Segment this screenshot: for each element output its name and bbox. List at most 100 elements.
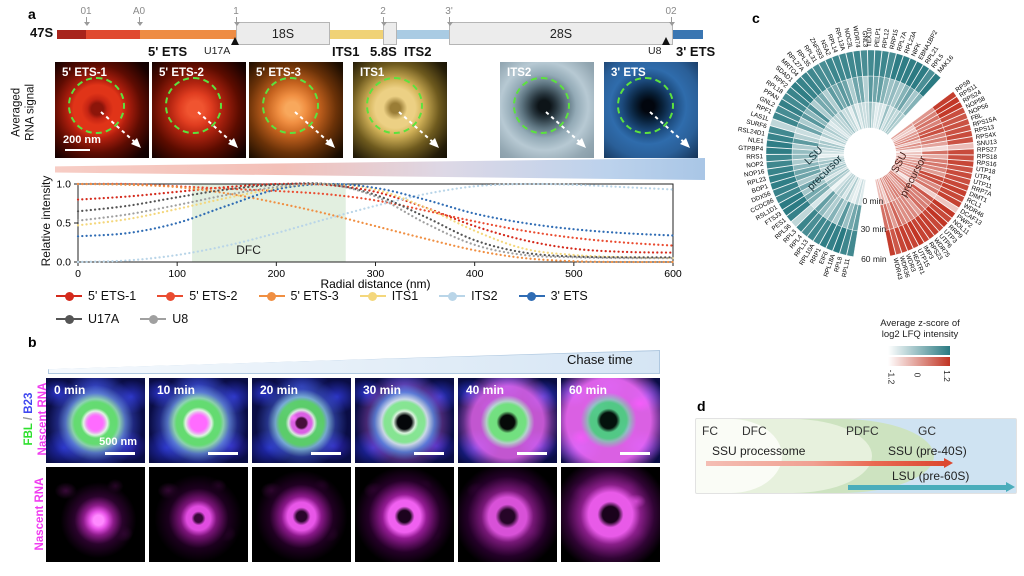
svg-text:500: 500 <box>565 268 583 280</box>
nascent-rna-tile-20 min <box>252 467 351 562</box>
cell-WDR3-60 min <box>893 226 908 254</box>
gene-label-RSL24D1: RSL24D1 <box>737 126 766 138</box>
site-marker-arrow <box>233 22 240 26</box>
series-3' ETS <box>76 182 675 238</box>
scalebar <box>208 452 238 455</box>
cell-NIFK-60 min <box>900 57 917 85</box>
legend-marker <box>518 291 545 301</box>
cell-DDX56-60 min <box>772 181 800 198</box>
nascent-rna-image <box>149 467 248 562</box>
ssu-processome-label: SSU processome <box>712 444 806 458</box>
svg-text:0: 0 <box>75 268 81 280</box>
gene-label-RPS13: RPS13 <box>974 124 995 135</box>
panel-d-label: d <box>697 398 706 414</box>
its2-seg <box>397 30 449 39</box>
rrna-box-5.8S <box>383 22 397 45</box>
cell-NSA2-60 min <box>824 57 842 84</box>
avg-tile-ITS2: ITS2 <box>500 62 594 158</box>
cell-RPF1-60 min <box>772 111 799 128</box>
dfc-region-label: DFC <box>742 424 767 438</box>
cell-EIF6-60 min <box>825 224 842 252</box>
legend-label: 5' ETS-1 <box>88 289 137 303</box>
nascent-rna-image <box>252 467 351 562</box>
cell-WDR46-60 min <box>936 190 963 208</box>
site-marker-line <box>671 17 672 22</box>
legend-label: ITS1 <box>391 289 419 303</box>
cell-UTP18-60 min <box>946 163 974 174</box>
gene-label-SNU13: SNU13 <box>976 139 997 148</box>
cell-RRP9-60 min <box>925 205 949 228</box>
pdfc-region-label: PDFC <box>846 424 879 438</box>
ssu-arrow <box>706 461 944 466</box>
legend-item-5' ETS-3: 5' ETS-3 <box>258 289 339 303</box>
lsu-arrow <box>848 485 1006 490</box>
gene-label-WDR43: WDR43 <box>892 257 904 281</box>
cell-CCDC86-60 min <box>775 186 802 204</box>
nascent-rna-tile-30 min <box>355 467 454 562</box>
ring-label-60 min: 60 min <box>861 254 887 264</box>
chase-time-tag: 60 min <box>569 383 608 397</box>
site-marker-02: 02 <box>665 6 677 17</box>
cell-WDR43-60 min <box>884 229 896 257</box>
cell-BOP1-60 min <box>770 175 798 191</box>
cell-RPL8-60 min <box>839 228 853 256</box>
cell-RPL7A-60 min <box>889 53 904 81</box>
svg-text:1.0: 1.0 <box>56 179 71 191</box>
cell-RPS27-60 min <box>947 148 975 155</box>
avg-tile-5' ETS-3: 5' ETS-3 <box>249 62 343 158</box>
legend-marker-dot <box>64 291 74 301</box>
chase-time-label: Chase time <box>567 352 633 367</box>
site-marker-line <box>383 17 384 22</box>
legend-marker <box>258 291 285 301</box>
cell-UTP6-60 min <box>918 212 940 236</box>
cell-UTP3-60 min <box>921 208 944 232</box>
region-label-ITS2: ITS2 <box>404 44 432 59</box>
schematic-title: 47S <box>30 25 54 40</box>
snorna-arrow-U8 <box>662 37 670 45</box>
series-5' ETS-3 <box>76 182 675 264</box>
svg-text:300: 300 <box>367 268 385 280</box>
svg-text:600: 600 <box>664 268 682 280</box>
nucleolus-image <box>458 378 557 463</box>
gene-label-NOC3L: NOC3L <box>843 28 854 50</box>
cell-NOP58-60 min <box>939 107 966 124</box>
site-marker-arrow <box>668 22 675 26</box>
chase-time-tag: 20 min <box>260 383 299 397</box>
cell-FBL-60 min <box>943 118 970 132</box>
nascent-rna-tile-60 min <box>561 467 660 562</box>
rrna-box-28S: 28S <box>449 22 673 45</box>
cell-GTPBP4-60 min <box>765 147 793 155</box>
dfc-dashed-circle <box>68 77 125 134</box>
chase-time-tag: 0 min <box>54 383 86 397</box>
its1-seg <box>330 30 383 39</box>
cell-RPL35-60 min <box>806 67 827 93</box>
gene-label-RPS18: RPS18 <box>977 153 998 161</box>
chase-time-tag: 30 min <box>363 383 402 397</box>
avg-tile-label: ITS2 <box>507 67 532 79</box>
avg-tile-label: ITS1 <box>360 67 385 79</box>
cell-RPS24-60 min <box>937 101 963 119</box>
nucleolus-flow-diagram: FC DFC PDFC GC SSU processome SSU (pre-4… <box>695 418 1017 494</box>
gene-label-RPL12: RPL12 <box>881 28 891 49</box>
nucleolus-image <box>355 378 454 463</box>
cell-RPL10A-60 min <box>812 219 833 245</box>
snorna-label-U8: U8 <box>648 45 662 57</box>
avg-tile-ITS1: ITS1 <box>353 62 447 158</box>
cell-RPL23-60 min <box>768 170 796 184</box>
gc-region-label: GC <box>918 424 936 438</box>
legend-label: U17A <box>88 312 120 326</box>
avg-tile-label: 5' ETS-3 <box>256 67 301 79</box>
legend-item-3' ETS: 3' ETS <box>518 289 588 303</box>
scalebar <box>517 452 547 455</box>
site-marker-line <box>449 17 450 22</box>
cell-PES1-60 min <box>786 200 811 222</box>
cell-PELP1-60 min <box>873 49 883 77</box>
cell-RRP1-60 min <box>819 221 837 249</box>
gene-label-UTP18: UTP18 <box>975 166 996 176</box>
region-label-3' ETS: 3' ETS <box>676 44 716 59</box>
rrna-47s-schematic: 47S 18S 28S 01 A0 1 2 3' 02 5' ETS ITS1 5.8S ITS2 3'… <box>0 0 724 60</box>
cell-RPL13-60 min <box>806 215 828 242</box>
scale-tick-max: 1.2 <box>941 370 952 382</box>
3ets-seg <box>673 30 703 39</box>
5ets-seg2 <box>86 30 140 39</box>
